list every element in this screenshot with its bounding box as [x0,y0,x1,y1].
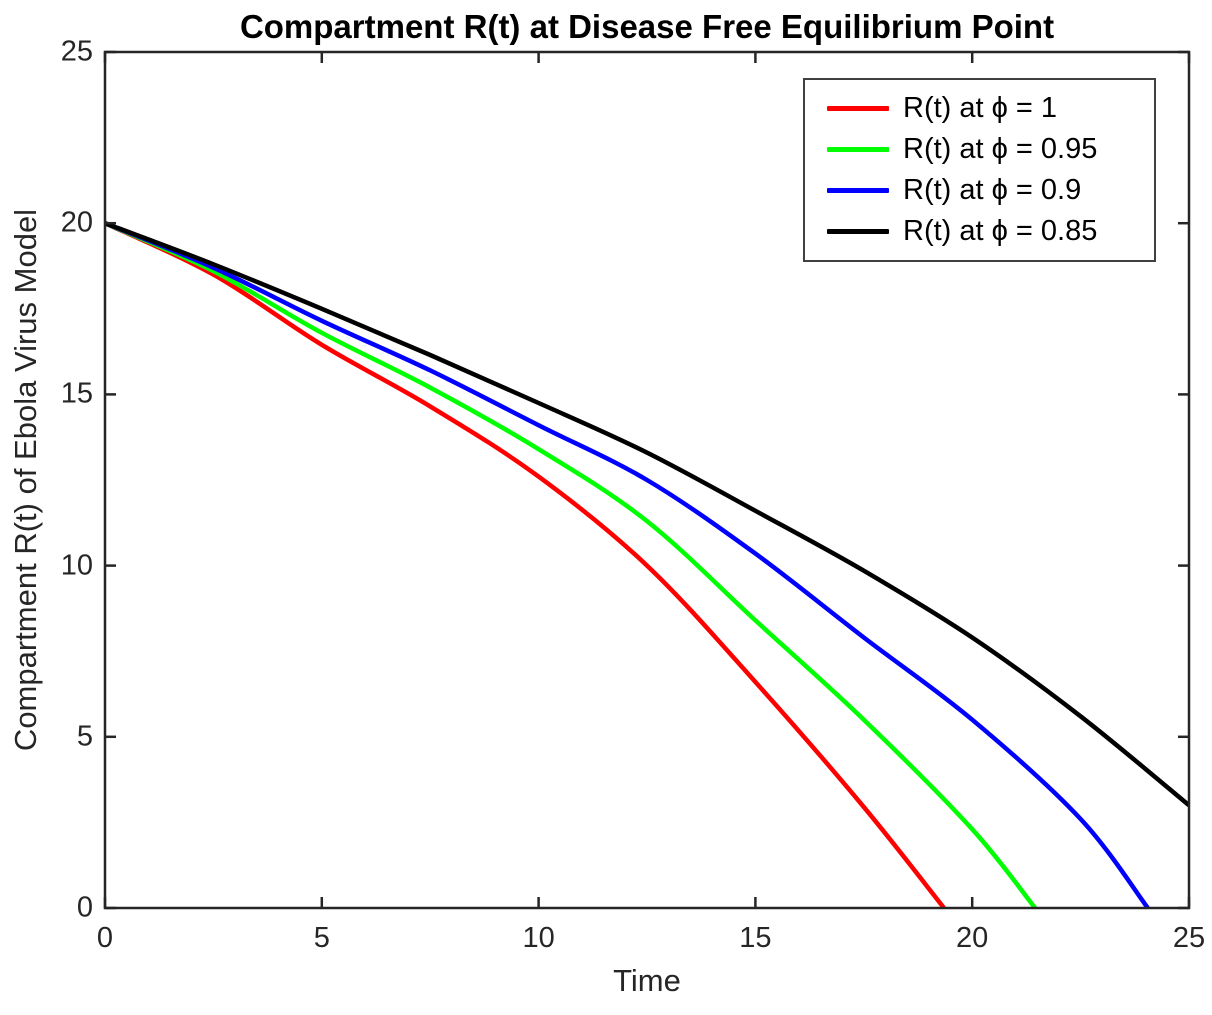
legend-line-sample [827,147,889,152]
chart-title: Compartment R(t) at Disease Free Equilib… [239,8,1055,45]
x-tick-label: 10 [522,922,555,954]
legend-label: R(t) at ϕ = 0.85 [903,215,1098,247]
legend-entry: R(t) at ϕ = 0.85 [805,215,1154,248]
legend-entry: R(t) at ϕ = 1 [805,92,1154,125]
legend-entry: R(t) at ϕ = 0.95 [805,133,1154,166]
y-tick-label: 25 [60,35,93,68]
x-tick-label: 25 [1172,922,1206,954]
legend-label: R(t) at ϕ = 0.9 [903,174,1082,206]
series-line-2 [104,221,1150,910]
series-line-0 [104,221,946,910]
y-tick-label: 10 [60,549,93,582]
legend-entry: R(t) at ϕ = 0.9 [805,174,1154,207]
x-tick-label: 15 [739,922,772,954]
y-tick-label: 20 [60,206,93,239]
y-axis-label: Compartment R(t) of Ebola Virus Model [8,208,44,752]
legend: R(t) at ϕ = 1 R(t) at ϕ = 0.95 R(t) at ϕ =… [803,78,1156,262]
legend-label: R(t) at ϕ = 0.95 [903,133,1098,165]
series-line-1 [104,221,1037,910]
x-tick-label: 0 [96,922,114,954]
y-tick-label: 5 [76,720,93,753]
legend-line-sample [827,106,889,111]
y-axis-label-container: Compartment R(t) of Ebola Virus Model [4,52,48,908]
legend-label: R(t) at ϕ = 1 [903,92,1058,124]
legend-line-sample [827,229,889,234]
legend-line-sample [827,188,889,193]
x-tick-label: 5 [313,922,330,954]
x-tick-label: 20 [956,922,989,954]
y-tick-label: 15 [60,377,93,410]
x-axis-label: Time [613,963,681,998]
axes-box [103,50,1191,910]
series-line-3 [104,221,1191,808]
y-tick-label: 0 [76,891,93,924]
